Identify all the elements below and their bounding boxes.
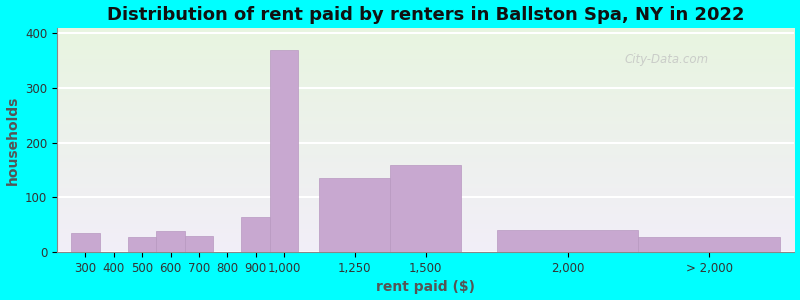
Bar (319, 178, 390, 252)
Bar (390, 165, 462, 252)
Bar (638, 237, 780, 252)
Bar (242, 217, 270, 252)
Bar (128, 237, 156, 252)
Title: Distribution of rent paid by renters in Ballston Spa, NY in 2022: Distribution of rent paid by renters in … (107, 6, 745, 24)
Bar (71, 233, 100, 252)
Bar (156, 231, 185, 252)
Bar (270, 50, 298, 252)
Y-axis label: households: households (6, 95, 19, 185)
Bar (185, 236, 213, 252)
X-axis label: rent paid ($): rent paid ($) (376, 280, 475, 294)
Text: City-Data.com: City-Data.com (625, 53, 709, 66)
Bar (497, 230, 638, 252)
